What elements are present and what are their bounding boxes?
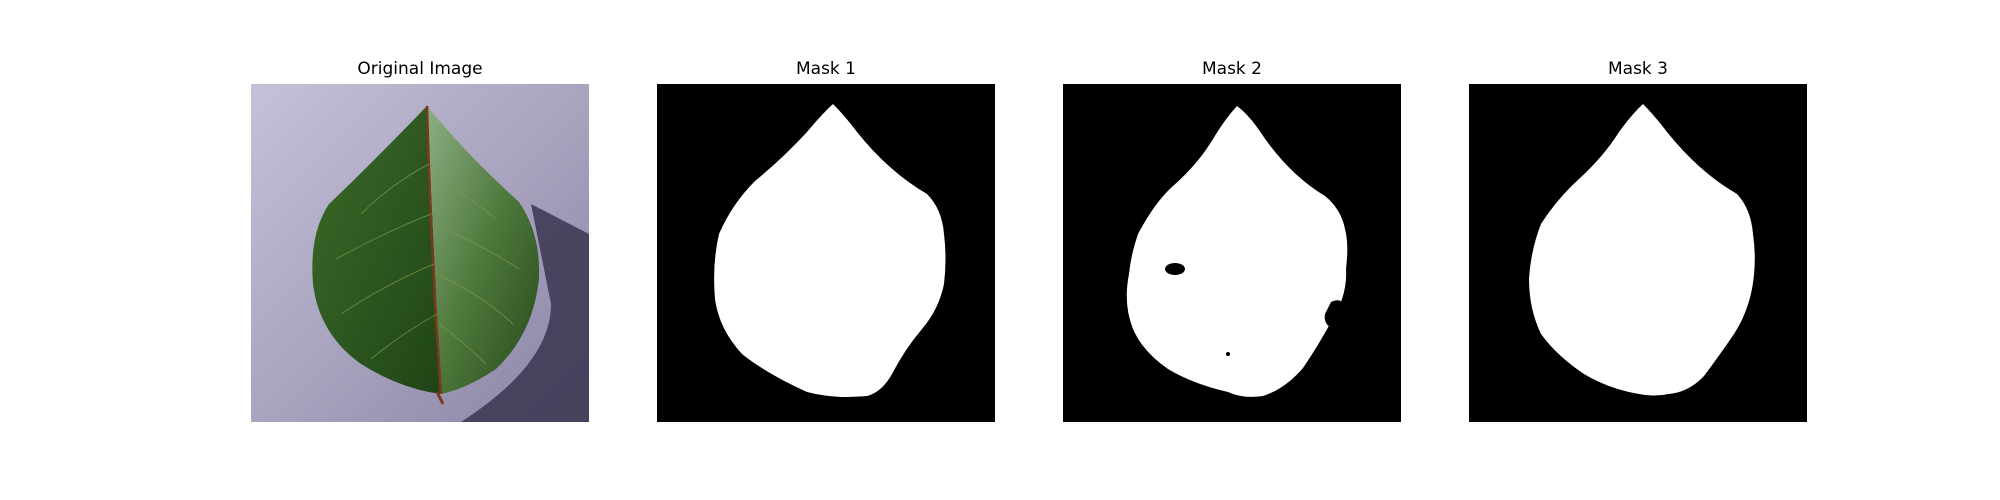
panel-title: Mask 2 [1201,59,1262,79]
mask-3-image [1469,84,1807,422]
mask-leaf-region [1126,106,1348,397]
mask-2 [1063,84,1401,422]
mask-1 [657,84,995,422]
mask-1-image [657,84,995,422]
mask-leaf-region [714,104,946,397]
mask-2-image [1063,84,1401,422]
panel-title: Mask 1 [795,59,856,79]
leaf-veins [335,163,520,365]
mask-3 [1469,84,1807,422]
leaf-stem [435,391,445,405]
leaf-shadow [461,204,589,422]
mask-hole [1226,352,1230,356]
leaf-photo [251,84,589,422]
leaf-left-half [312,106,441,394]
panel-title: Mask 3 [1607,59,1668,79]
leaf-midrib [425,105,443,395]
mask-leaf-region [1529,104,1755,396]
original-image [251,84,589,422]
panel-title: Original Image [357,59,483,79]
mask-hole [1165,263,1185,275]
mask-hole [1324,300,1345,329]
